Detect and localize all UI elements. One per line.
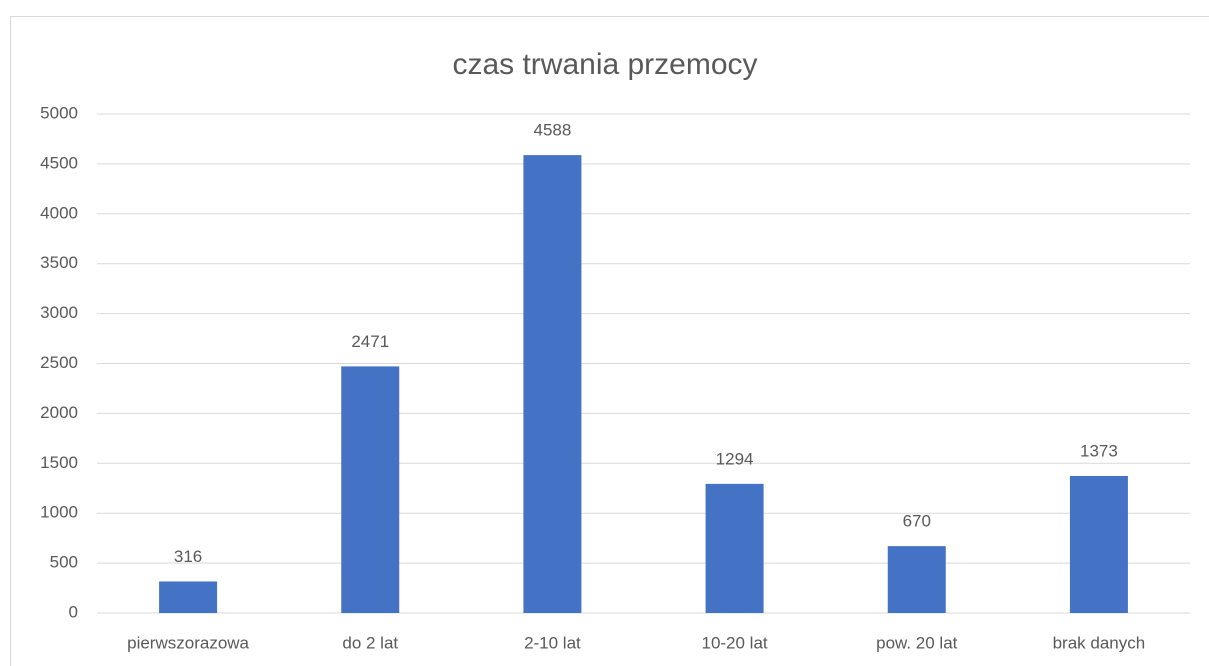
chart-border <box>10 16 1209 666</box>
data-label: 2471 <box>351 332 389 351</box>
bar <box>705 483 764 613</box>
x-tick-label: 10-20 lat <box>701 633 767 652</box>
bar <box>159 581 218 613</box>
bar <box>1069 475 1128 613</box>
x-tick-label: pierwszorazowa <box>127 633 249 652</box>
data-label: 1373 <box>1080 441 1118 460</box>
bar <box>341 366 400 613</box>
x-tick-label: 2-10 lat <box>524 633 581 652</box>
x-tick-label: pow. 20 lat <box>876 633 958 652</box>
chart-title: czas trwania przemocy <box>452 48 757 81</box>
y-tick-label: 4000 <box>40 203 78 222</box>
bar <box>887 546 946 613</box>
data-label: 1294 <box>716 449 754 468</box>
y-tick-label: 4500 <box>40 153 78 172</box>
y-tick-label: 5000 <box>40 103 78 122</box>
y-tick-label: 0 <box>69 602 78 621</box>
y-tick-label: 3000 <box>40 303 78 322</box>
y-tick-label: 500 <box>50 553 78 572</box>
y-tick-label: 2500 <box>40 353 78 372</box>
x-tick-label: brak danych <box>1053 633 1146 652</box>
bar <box>523 155 582 613</box>
y-tick-label: 1500 <box>40 453 78 472</box>
data-label: 4588 <box>534 121 572 140</box>
data-label: 316 <box>174 547 202 566</box>
y-tick-label: 1000 <box>40 503 78 522</box>
x-tick-label: do 2 lat <box>342 633 398 652</box>
y-tick-label: 2000 <box>40 403 78 422</box>
y-tick-label: 3500 <box>40 253 78 272</box>
data-label: 670 <box>903 512 931 531</box>
